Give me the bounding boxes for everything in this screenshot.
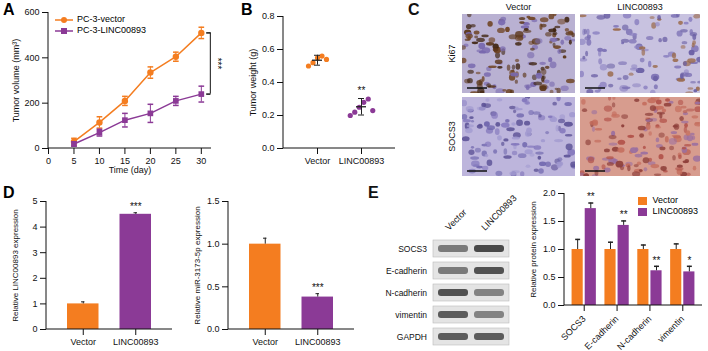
svg-text:25: 25 <box>171 156 181 166</box>
svg-text:5: 5 <box>71 156 76 166</box>
svg-text:**: ** <box>620 209 628 220</box>
svg-text:**: ** <box>358 85 366 96</box>
html-text:A: A <box>3 1 15 18</box>
svg-text:400: 400 <box>24 53 39 63</box>
svg-text:0.0: 0.0 <box>543 300 556 310</box>
svg-text:4: 4 <box>32 222 37 232</box>
svg-text:20: 20 <box>145 155 156 166</box>
svg-text:200: 200 <box>24 98 39 108</box>
svg-text:Ki67: Ki67 <box>447 44 457 62</box>
svg-text:E-cadherin: E-cadherin <box>582 313 621 351</box>
svg-text:E-cadherin: E-cadherin <box>386 266 427 276</box>
svg-text:LINC00893: LINC00893 <box>617 2 663 12</box>
svg-text:SOCS3: SOCS3 <box>559 314 588 343</box>
svg-text:**: ** <box>653 255 661 266</box>
html-text:B: B <box>241 1 253 18</box>
svg-text:Vector: Vector <box>506 2 532 12</box>
svg-text:***: *** <box>312 282 324 293</box>
svg-text:5: 5 <box>32 196 37 206</box>
svg-text:N-cadherin: N-cadherin <box>615 314 653 351</box>
html-text:Vector: Vector <box>652 195 678 205</box>
svg-text:2: 2 <box>32 273 37 283</box>
svg-text:**: ** <box>587 191 595 202</box>
svg-text:15: 15 <box>119 155 130 166</box>
svg-text:Relative miR-3173-5p expressio: Relative miR-3173-5p expression <box>193 206 202 324</box>
svg-text:vimentin: vimentin <box>395 310 427 320</box>
svg-text:0.6: 0.6 <box>262 44 275 54</box>
svg-text:C: C <box>408 1 420 18</box>
svg-text:Relative protein expression: Relative protein expression <box>529 201 538 298</box>
svg-text:0.4: 0.4 <box>262 77 275 87</box>
html-text:PC-3-vector: PC-3-vector <box>77 14 125 24</box>
svg-text:0.5: 0.5 <box>207 282 220 292</box>
svg-text:1.0: 1.0 <box>207 239 220 249</box>
svg-text:Vector: Vector <box>252 337 278 347</box>
svg-text:10: 10 <box>94 156 104 166</box>
svg-text:1.0: 1.0 <box>543 244 556 254</box>
svg-text:0.5: 0.5 <box>543 272 556 282</box>
svg-text:N-cadherin: N-cadherin <box>385 288 427 298</box>
html-text:LINC00893: LINC00893 <box>652 206 698 216</box>
svg-text:Time (day): Time (day) <box>109 165 152 175</box>
svg-text:0.2: 0.2 <box>262 110 275 120</box>
svg-text:30: 30 <box>196 156 206 166</box>
svg-text:Vector: Vector <box>70 337 96 347</box>
svg-text:***: *** <box>130 201 142 212</box>
html-text:PC-3-LINC00893: PC-3-LINC00893 <box>77 25 146 35</box>
svg-text:LINC00893: LINC00893 <box>479 193 518 232</box>
html-text:D: D <box>3 184 15 201</box>
svg-text:1.5: 1.5 <box>543 216 556 226</box>
svg-text:0.0: 0.0 <box>262 143 275 153</box>
svg-text:E: E <box>368 184 379 201</box>
svg-text:Tumor weight (g): Tumor weight (g) <box>248 49 258 117</box>
svg-text:2.0: 2.0 <box>543 188 556 198</box>
svg-text:GAPDH: GAPDH <box>397 332 427 342</box>
svg-text:Tumor volume (mm³): Tumor volume (mm³) <box>11 39 21 123</box>
svg-text:LINC00893: LINC00893 <box>339 156 385 166</box>
svg-text:SOCS3: SOCS3 <box>447 121 457 152</box>
svg-text:LINC00893: LINC00893 <box>113 337 159 347</box>
svg-text:Vector: Vector <box>305 156 331 166</box>
svg-text:vimentin: vimentin <box>655 314 686 345</box>
svg-text:Vector: Vector <box>443 207 468 232</box>
svg-text:Relative LINC00893 expression: Relative LINC00893 expression <box>11 209 20 322</box>
svg-text:0.0: 0.0 <box>207 324 220 334</box>
svg-text:3: 3 <box>32 248 37 258</box>
svg-text:0: 0 <box>32 324 37 334</box>
svg-text:1.5: 1.5 <box>207 196 220 206</box>
svg-text:*: * <box>687 255 691 266</box>
svg-text:SOCS3: SOCS3 <box>398 244 427 254</box>
svg-text:0.8: 0.8 <box>262 11 275 21</box>
svg-text:0: 0 <box>46 156 51 166</box>
svg-text:LINC00893: LINC00893 <box>295 337 341 347</box>
svg-text:600: 600 <box>24 7 39 17</box>
svg-text:1: 1 <box>32 299 37 309</box>
svg-text:***: *** <box>212 58 223 70</box>
svg-text:0: 0 <box>34 143 39 153</box>
